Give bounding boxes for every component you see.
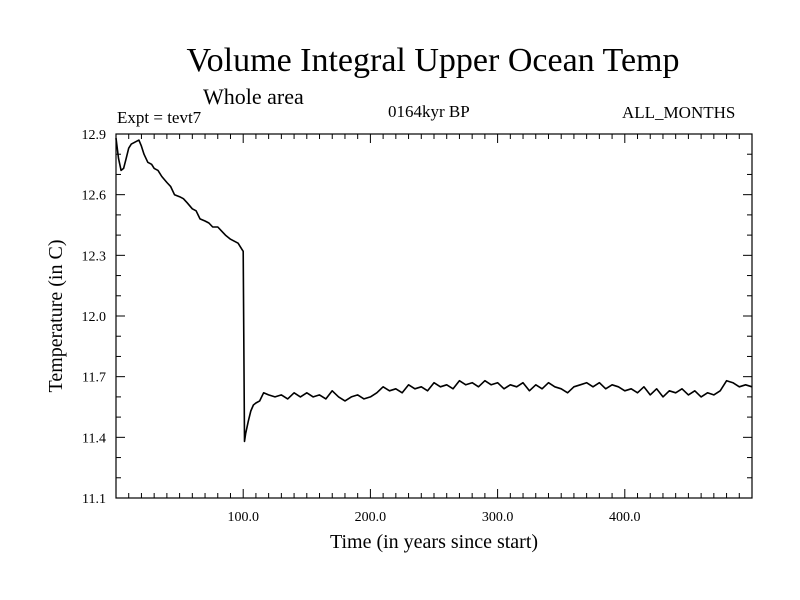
x-tick-label: 100.0 (227, 510, 259, 525)
period-label: 0164kyr BP (388, 102, 470, 121)
plot-frame (115, 133, 753, 499)
y-tick-label: 12.3 (82, 249, 107, 264)
x-tick-label: 200.0 (355, 510, 387, 525)
experiment-label: Expt = tevt7 (117, 108, 202, 127)
x-tick-label: 400.0 (609, 510, 641, 525)
y-tick-label: 11.1 (82, 492, 106, 507)
y-tick-label: 12.6 (82, 189, 107, 204)
x-tick-label: 300.0 (482, 510, 514, 525)
tick-labels: 100.0 200.0 300.0 400.0 11.1 11.4 11.7 12.0 12.3… (82, 128, 641, 525)
chart-title: Volume Integral Upper Ocean Temp (186, 42, 680, 79)
axis-ticks (116, 134, 752, 498)
chart-subtitle: Whole area (203, 84, 304, 109)
y-tick-label: 12.9 (82, 128, 107, 143)
y-tick-label: 11.4 (82, 431, 106, 446)
y-axis-label: Temperature (in C) (45, 240, 67, 393)
months-label: ALL_MONTHS (622, 103, 736, 122)
x-axis-label: Time (in years since start) (330, 531, 538, 553)
y-tick-label: 12.0 (82, 310, 107, 325)
series-line-temperature (115, 137, 753, 443)
y-tick-label: 11.7 (82, 371, 106, 386)
